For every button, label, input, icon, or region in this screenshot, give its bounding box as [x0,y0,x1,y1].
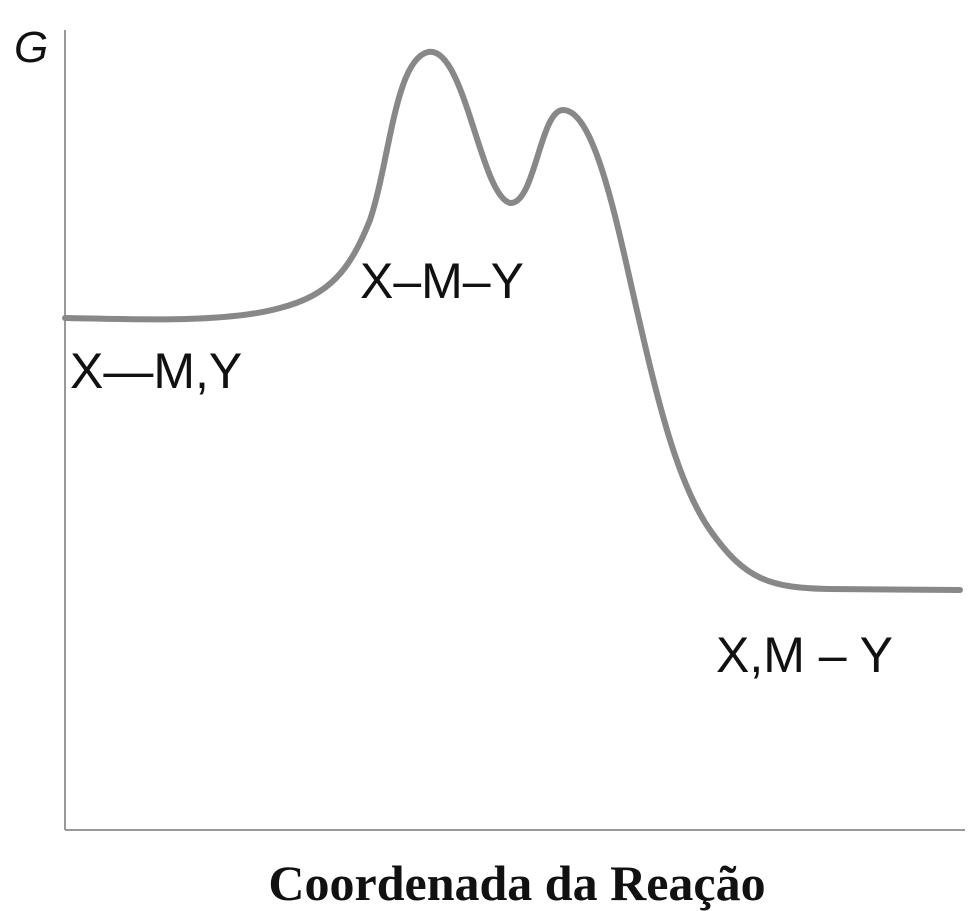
x-axis-label: Coordenada da Reação [268,855,765,911]
state-label: X—M,Y [70,343,242,399]
state-label: X,M – Y [716,627,893,683]
energy-curve [62,48,963,593]
state-label: X–M–Y [360,253,524,309]
y-axis-label: G [14,23,48,72]
